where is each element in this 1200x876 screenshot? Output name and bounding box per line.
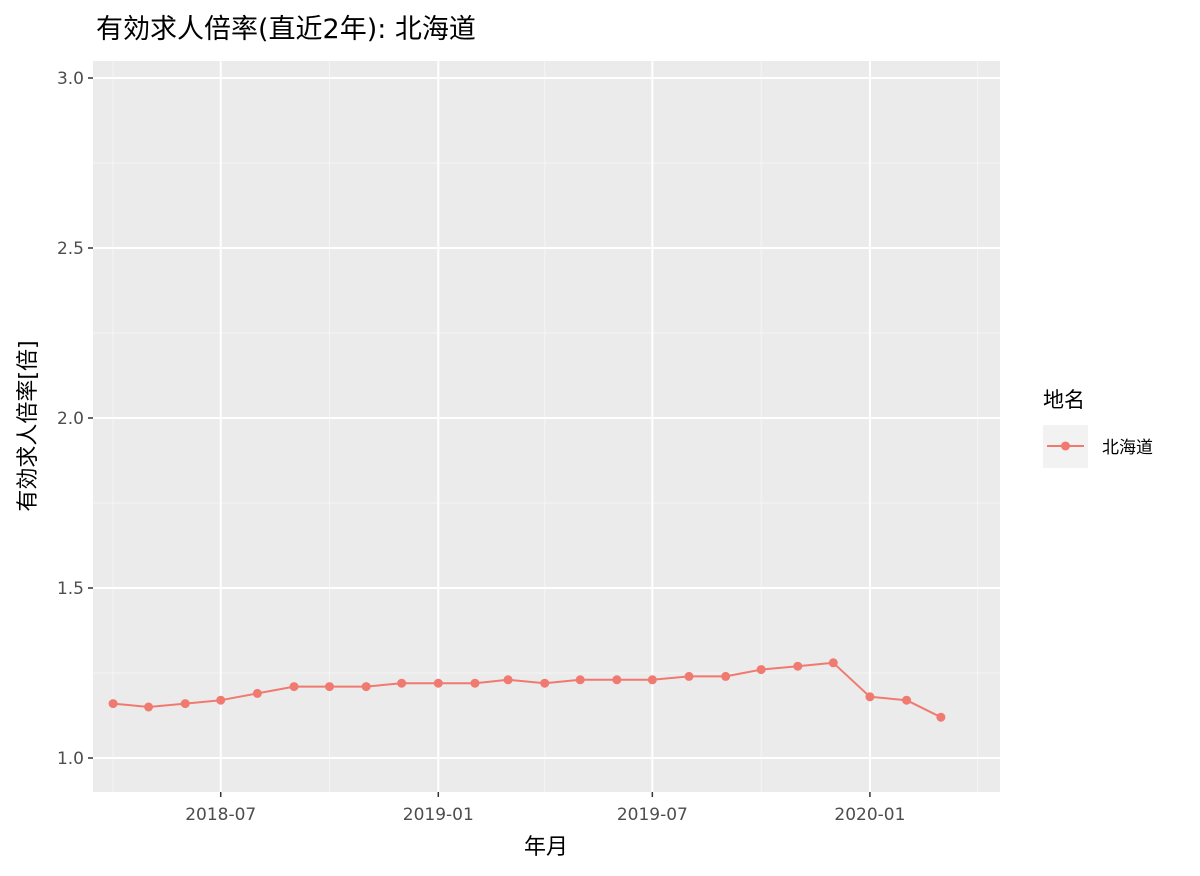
grid-minor-lines [93, 61, 1000, 792]
data-point [575, 675, 585, 685]
data-point [721, 671, 731, 681]
x-axis: 2018-07 2019-01 2019-07 2020-01 [185, 792, 905, 825]
data-point [433, 678, 443, 688]
y-tick-label: 1.0 [57, 749, 84, 769]
grid-major-lines [93, 61, 1000, 792]
data-point [180, 699, 190, 709]
data-point [252, 688, 262, 698]
data-point [902, 695, 912, 705]
data-point [325, 682, 335, 692]
legend-key-point [1061, 441, 1070, 451]
x-tick-label: 2020-01 [834, 805, 905, 825]
data-point [865, 692, 875, 702]
x-tick-label: 2018-07 [185, 805, 256, 825]
y-axis: 1.0 1.5 2.0 2.5 3.0 [57, 69, 93, 769]
plot-panel [93, 61, 1000, 792]
data-point [144, 702, 154, 712]
data-point [397, 678, 407, 688]
data-point [503, 675, 513, 685]
data-point [470, 678, 480, 688]
series-layer [108, 658, 946, 722]
chart-title: 有効求人倍率(直近2年): 北海道 [96, 14, 476, 45]
x-axis-title: 年月 [524, 835, 568, 860]
x-tick-label: 2019-01 [403, 805, 474, 825]
y-axis-title: 有効求人倍率[倍] [16, 340, 41, 511]
y-tick-label: 1.5 [57, 579, 84, 599]
legend-label: 北海道 [1102, 438, 1153, 458]
data-point [289, 682, 299, 692]
legend: 地名 北海道 [1043, 388, 1153, 468]
data-point [540, 678, 550, 688]
data-point [936, 712, 946, 722]
data-point [108, 699, 118, 709]
x-tick-label: 2019-07 [617, 805, 688, 825]
series-line [113, 661, 942, 719]
data-point [756, 665, 766, 675]
data-point [793, 661, 803, 671]
y-tick-label: 2.0 [57, 409, 84, 429]
legend-title: 地名 [1043, 388, 1085, 412]
data-point [684, 671, 694, 681]
y-tick-label: 2.5 [57, 239, 84, 259]
data-point [361, 682, 371, 692]
data-point [647, 675, 657, 685]
y-tick-label: 3.0 [57, 69, 84, 89]
data-point [828, 658, 838, 668]
data-point [612, 675, 622, 685]
data-point [216, 695, 226, 705]
